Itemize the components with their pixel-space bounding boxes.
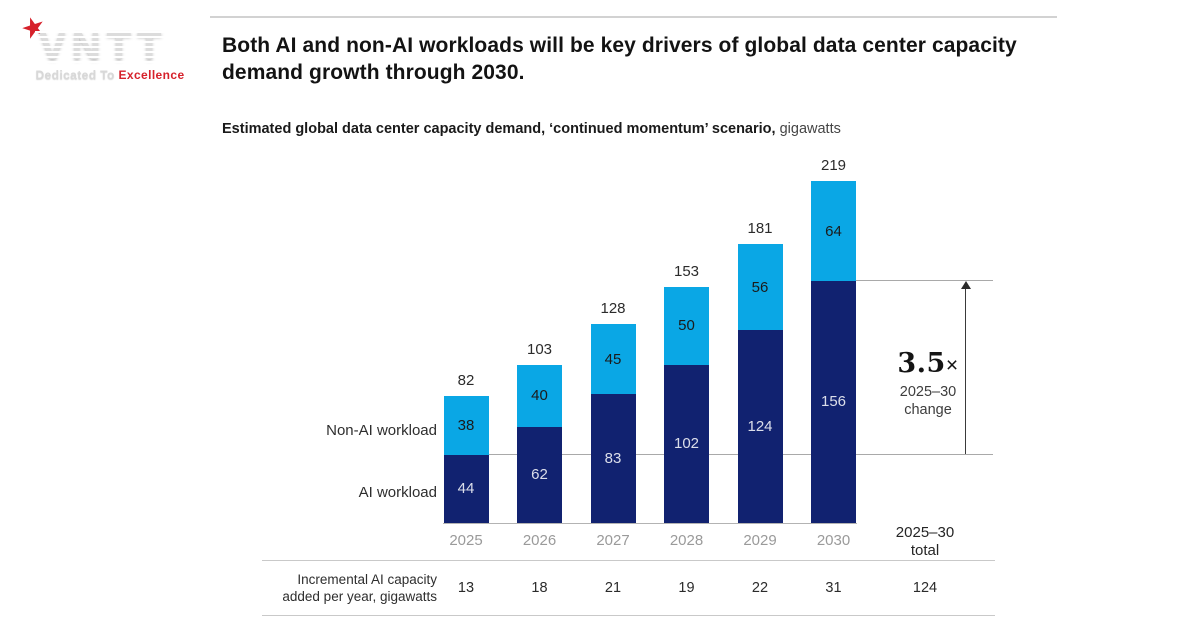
x-axis-label-2028: 2028 <box>669 532 704 549</box>
table-value-2026: 18 <box>531 580 548 596</box>
x-axis-label-2027: 2027 <box>596 532 630 549</box>
bar-2027-non-ai-segment: 45 <box>590 324 636 395</box>
change-annotation: 3.5× 2025–30 change <box>868 348 988 419</box>
bar-2029-non-ai-value: 56 <box>751 278 769 296</box>
table-value-2030: 31 <box>825 580 842 596</box>
bar-2026-non-ai-value: 40 <box>531 387 548 405</box>
page-title: Both AI and non-AI workloads will be key… <box>222 34 1017 84</box>
bar-total-label-2030: 219 <box>820 157 847 175</box>
top-divider <box>210 16 1057 18</box>
bar-2027-non-ai-value: 45 <box>604 350 622 368</box>
total-column-header: 2025–30 total <box>895 524 955 559</box>
bar-2030-ai-segment: 156 <box>811 280 856 523</box>
bar-2028-non-ai-value: 50 <box>678 317 695 335</box>
bar-total-label-2026: 103 <box>526 340 553 358</box>
change-multiplier: 3.5× <box>897 348 959 379</box>
x-axis-label-2025: 2025 <box>449 532 483 549</box>
chart-subtitle-unit: gigawatts <box>775 121 841 137</box>
x-axis-label-2026: 2026 <box>522 532 557 549</box>
bar-2026-ai-segment: 62 <box>517 426 562 523</box>
bar-2027-ai-value: 83 <box>604 450 622 468</box>
bar-total-label-2028: 153 <box>673 263 700 281</box>
reference-line-2030-ai-level <box>856 280 993 281</box>
times-symbol: × <box>945 354 959 377</box>
bar-2025-ai-value: 44 <box>457 480 475 498</box>
legend-ai-workload: AI workload <box>358 484 437 501</box>
bar-total-label-2027: 128 <box>600 300 626 318</box>
table-value-2028: 19 <box>678 580 695 596</box>
bar-2026-non-ai-segment: 40 <box>517 364 562 427</box>
bar-2027-ai-segment: 83 <box>590 394 636 523</box>
table-total-value: 124 <box>912 580 938 596</box>
logo-tagline: Dedicated To Excellence <box>35 68 185 82</box>
bar-2029-non-ai-segment: 56 <box>737 243 783 331</box>
legend-non-ai-workload: Non-AI workload <box>326 422 437 439</box>
table-bottom-rule <box>262 615 995 616</box>
bar-2028-ai-segment: 102 <box>664 364 709 523</box>
bar-2029-ai-value: 124 <box>747 418 773 436</box>
table-value-2027: 21 <box>604 580 622 596</box>
change-arrow-head-icon <box>961 281 971 289</box>
table-value-2025: 13 <box>457 580 475 596</box>
bar-2030-non-ai-value: 64 <box>825 222 842 240</box>
bar-2029-ai-segment: 124 <box>737 330 783 523</box>
bar-total-label-2029: 181 <box>747 219 773 237</box>
x-axis-label-2029: 2029 <box>743 532 777 549</box>
table-top-rule <box>262 560 995 561</box>
table-row-label: Incremental AI capacity added per year, … <box>282 572 437 604</box>
chart-subtitle-main: Estimated global data center capacity de… <box>222 121 776 137</box>
change-arrow-line <box>965 283 967 454</box>
table-value-2029: 22 <box>751 580 769 596</box>
bar-2028-ai-value: 102 <box>673 435 700 453</box>
bar-2025-non-ai-segment: 38 <box>443 395 489 455</box>
bar-2026-ai-value: 62 <box>531 466 548 484</box>
bar-2025-non-ai-value: 38 <box>457 416 475 434</box>
bar-2028-non-ai-segment: 50 <box>664 287 709 365</box>
tagline-dedicated-to: Dedicated To <box>35 68 119 82</box>
chart-subtitle: Estimated global data center capacity de… <box>222 121 1082 137</box>
tagline-excellence: Excellence <box>118 68 185 82</box>
bar-2030-non-ai-segment: 64 <box>811 181 856 281</box>
x-axis-line <box>443 523 857 524</box>
bar-2025-ai-segment: 44 <box>443 454 489 523</box>
bar-total-label-2025: 82 <box>457 371 475 389</box>
x-axis-label-2030: 2030 <box>816 532 851 549</box>
change-period-label: 2025–30 change <box>899 384 957 418</box>
bar-2030-ai-value: 156 <box>820 393 847 411</box>
